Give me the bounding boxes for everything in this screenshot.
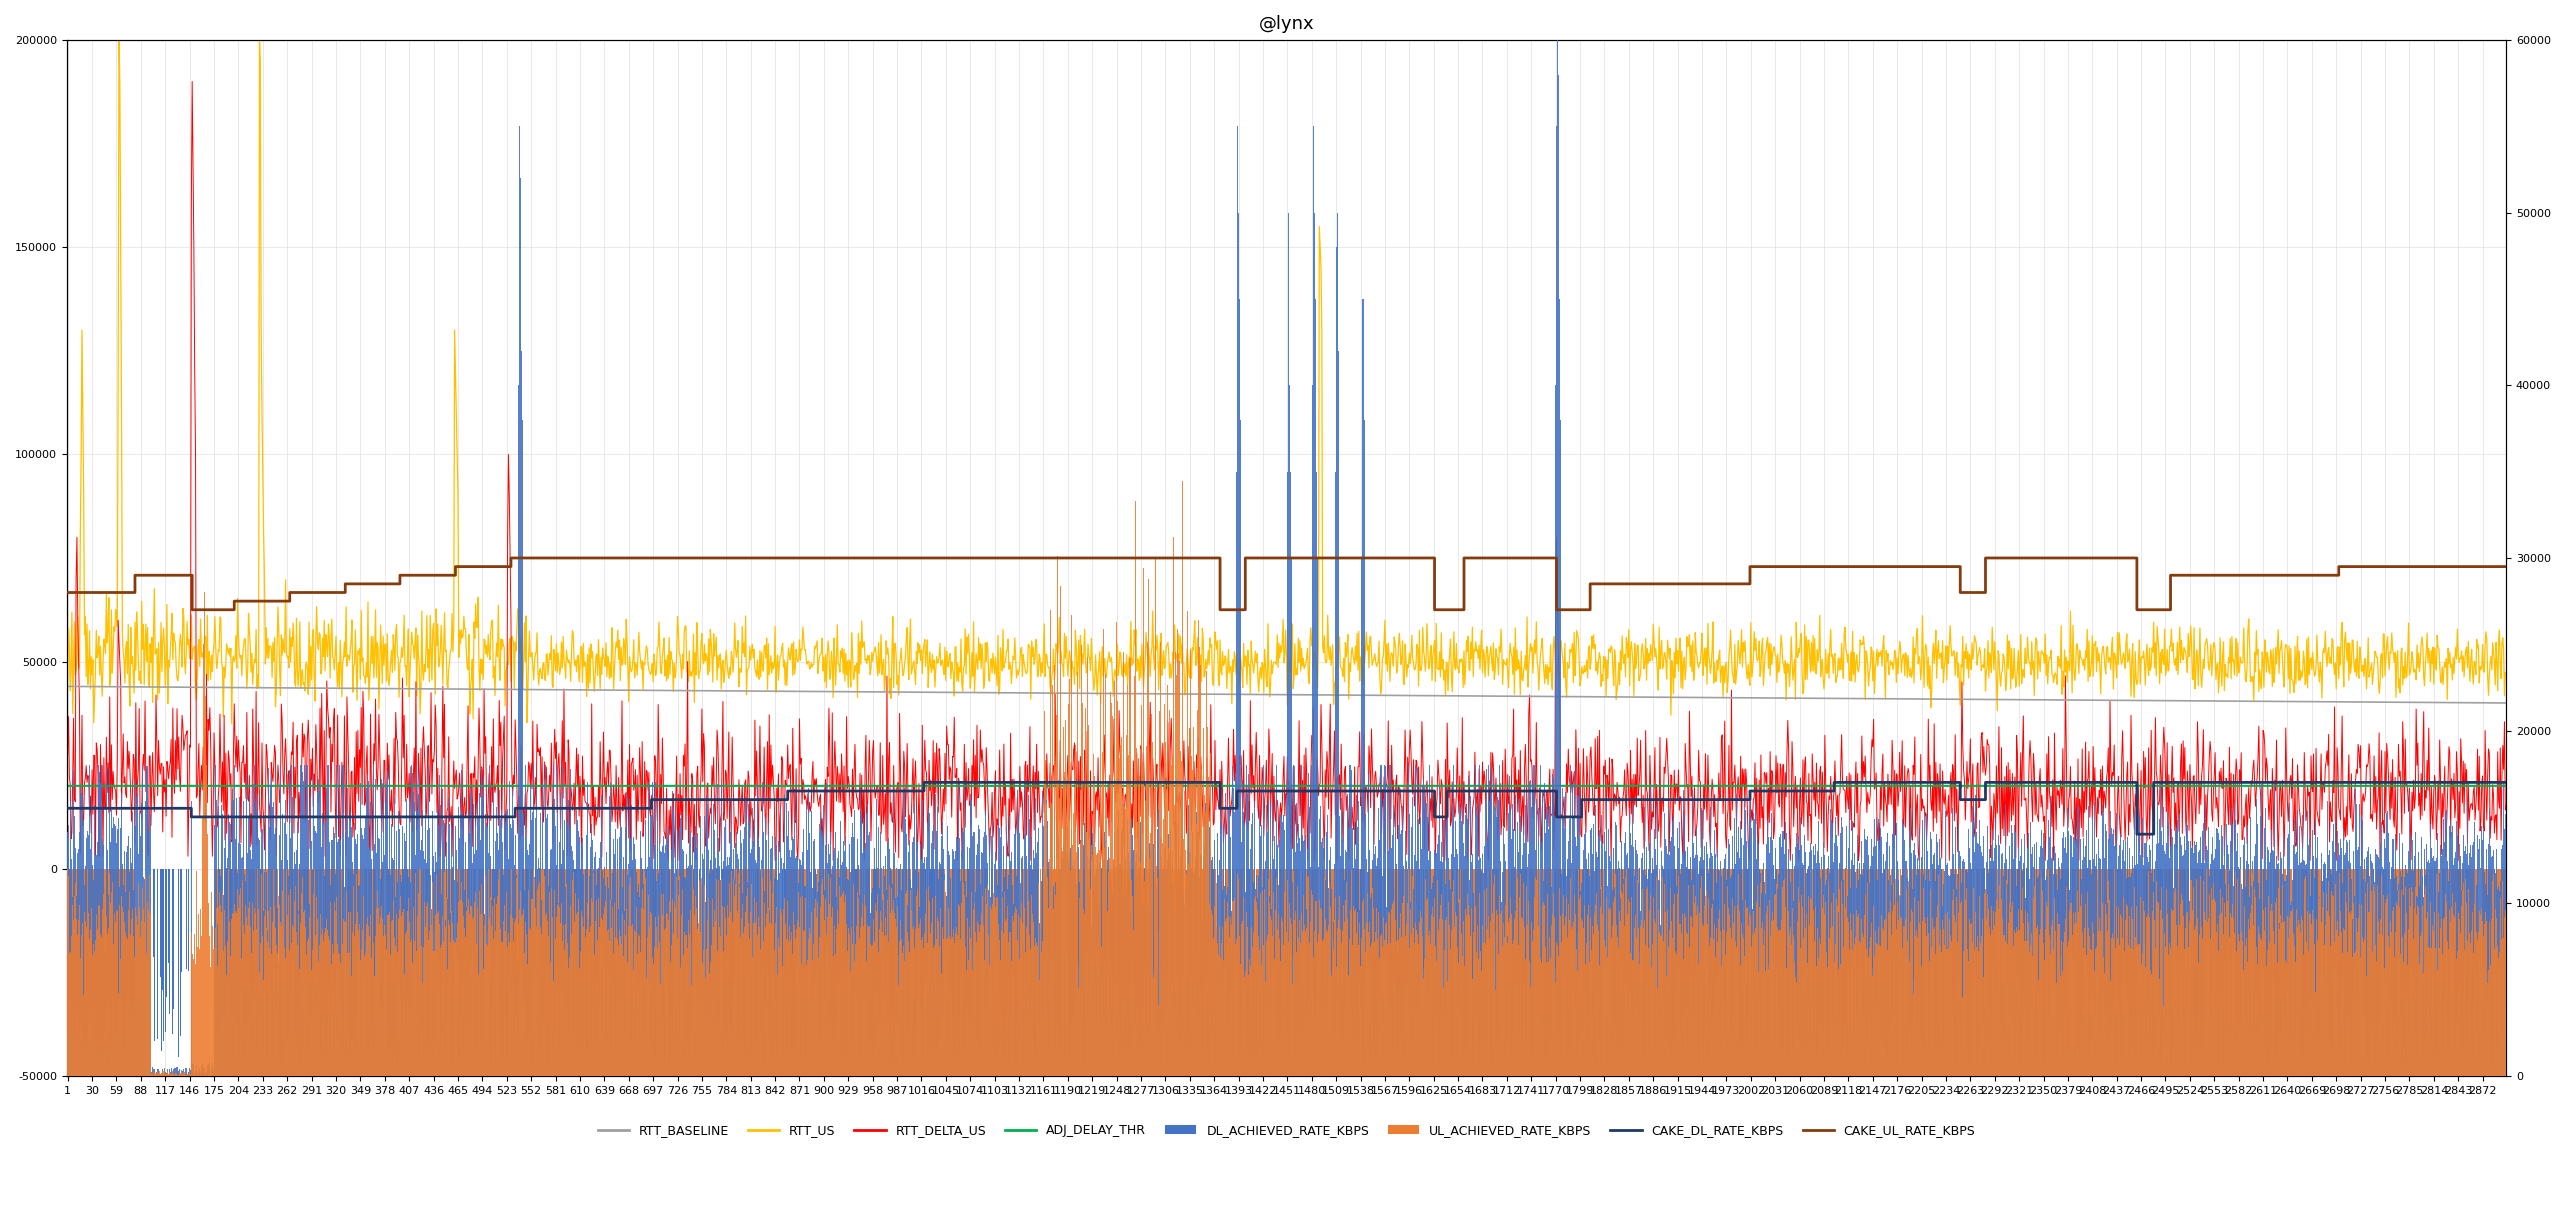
CAKE_UL_RATE_KBPS [177, 602, 208, 617]
RTT_DELTA_US [177, 75, 208, 89]
CAKE_UL_RATE_KBPS [495, 551, 526, 565]
RTT_US [1450, 677, 1481, 692]
RTT_US [2492, 670, 2522, 684]
Line: RTT_BASELINE: RTT_BASELINE [67, 687, 2507, 703]
RTT_DELTA_US [1037, 770, 1067, 785]
CAKE_DL_RATE_KBPS [51, 800, 82, 815]
ADJ_DELAY_THR [277, 778, 308, 793]
RTT_DELTA_US [1745, 772, 1776, 787]
CAKE_UL_RATE_KBPS [1745, 559, 1776, 574]
ADJ_DELAY_THR [1742, 778, 1773, 793]
CAKE_DL_RATE_KBPS [2122, 827, 2153, 842]
CAKE_DL_RATE_KBPS [277, 809, 308, 824]
ADJ_DELAY_THR [51, 778, 82, 793]
Line: RTT_US: RTT_US [67, 40, 2507, 723]
CAKE_DL_RATE_KBPS [1742, 783, 1773, 798]
RTT_DELTA_US [280, 826, 310, 841]
CAKE_UL_RATE_KBPS [2066, 551, 2096, 565]
RTT_US [1745, 634, 1776, 649]
CAKE_UL_RATE_KBPS [51, 585, 82, 600]
RTT_US [280, 676, 310, 690]
RTT_DELTA_US [72, 758, 103, 772]
RTT_DELTA_US [2066, 820, 2096, 835]
ADJ_DELAY_THR [1034, 778, 1065, 793]
CAKE_DL_RATE_KBPS [908, 775, 939, 789]
RTT_US [2066, 651, 2096, 666]
Title: @lynx: @lynx [1260, 15, 1314, 33]
ADJ_DELAY_THR [2063, 778, 2094, 793]
Line: RTT_DELTA_US: RTT_DELTA_US [67, 82, 2507, 860]
RTT_BASELINE [1447, 689, 1478, 704]
RTT_BASELINE [2063, 693, 2094, 707]
Line: CAKE_DL_RATE_KBPS: CAKE_DL_RATE_KBPS [67, 782, 2507, 835]
ADJ_DELAY_THR [2492, 778, 2522, 793]
RTT_US [51, 673, 82, 688]
ADJ_DELAY_THR [72, 778, 103, 793]
RTT_BASELINE [277, 681, 308, 695]
RTT_BASELINE [1034, 685, 1065, 700]
RTT_BASELINE [72, 679, 103, 694]
RTT_DELTA_US [567, 853, 598, 868]
RTT_US [1037, 668, 1067, 683]
RTT_US [216, 716, 246, 731]
RTT_BASELINE [1742, 690, 1773, 705]
ADJ_DELAY_THR [1447, 778, 1478, 793]
CAKE_UL_RATE_KBPS [1450, 551, 1481, 565]
Line: CAKE_UL_RATE_KBPS: CAKE_UL_RATE_KBPS [67, 558, 2507, 610]
RTT_BASELINE [51, 679, 82, 694]
RTT_US [103, 33, 133, 48]
CAKE_UL_RATE_KBPS [72, 585, 103, 600]
CAKE_DL_RATE_KBPS [1450, 783, 1481, 798]
CAKE_DL_RATE_KBPS [2492, 775, 2522, 789]
CAKE_DL_RATE_KBPS [2066, 775, 2096, 789]
CAKE_UL_RATE_KBPS [1037, 551, 1067, 565]
CAKE_UL_RATE_KBPS [280, 585, 310, 600]
RTT_BASELINE [2492, 695, 2522, 710]
CAKE_DL_RATE_KBPS [72, 800, 103, 815]
CAKE_UL_RATE_KBPS [2492, 559, 2522, 574]
RTT_DELTA_US [1450, 798, 1481, 813]
Legend: RTT_BASELINE, RTT_US, RTT_DELTA_US, ADJ_DELAY_THR, DL_ACHIEVED_RATE_KBPS, UL_ACH: RTT_BASELINE, RTT_US, RTT_DELTA_US, ADJ_… [593, 1119, 1981, 1142]
RTT_DELTA_US [2492, 798, 2522, 813]
CAKE_DL_RATE_KBPS [1037, 775, 1067, 789]
RTT_US [72, 670, 103, 684]
RTT_DELTA_US [51, 747, 82, 761]
